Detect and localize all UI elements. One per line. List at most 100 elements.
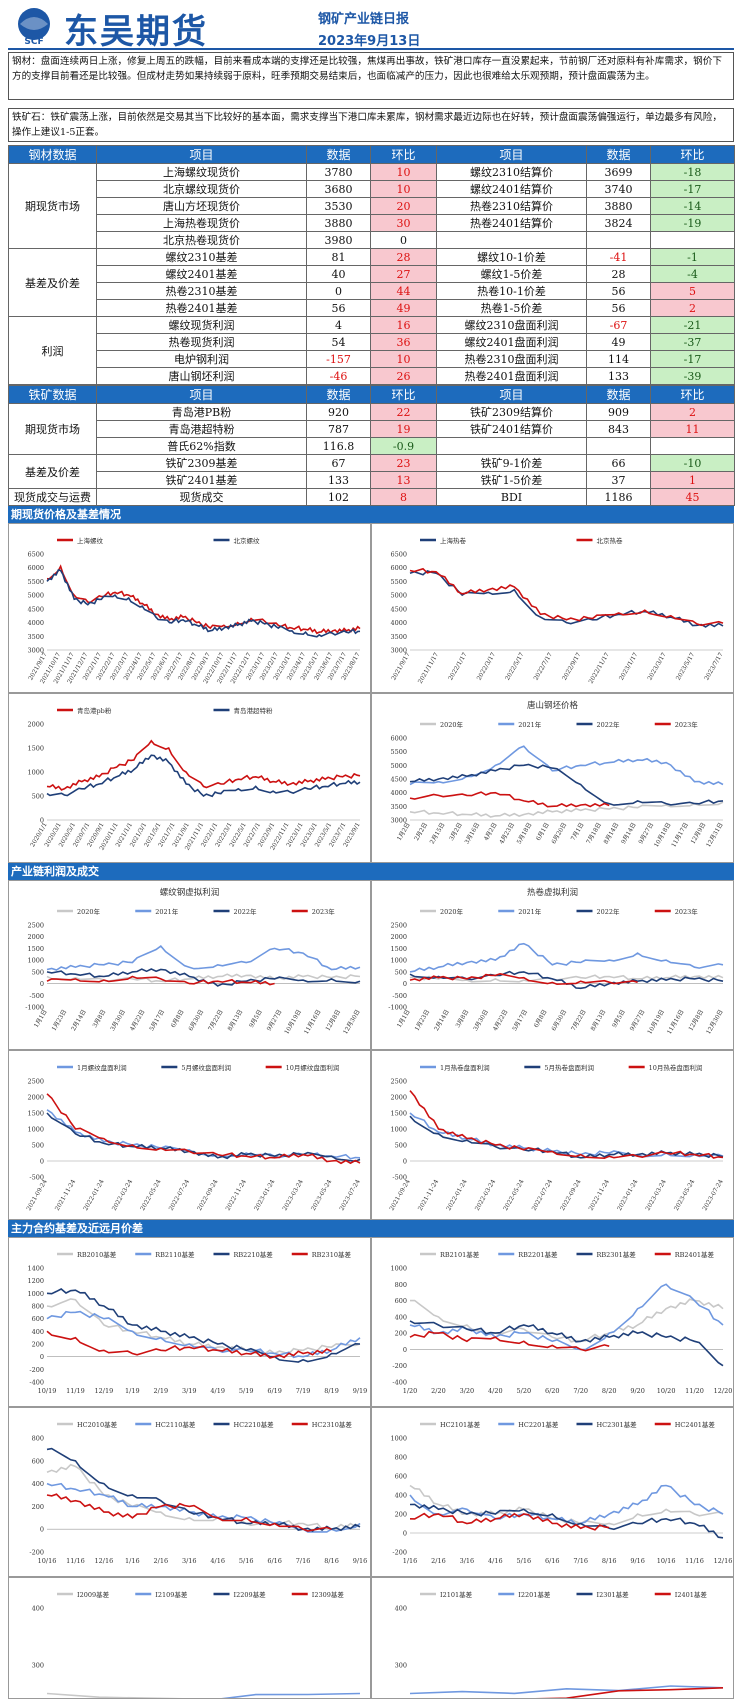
y-tick-label: 500	[32, 968, 44, 976]
x-tick-label: 2022-07-24	[531, 1178, 554, 1212]
table-cell: 28	[587, 266, 651, 283]
table-cell: -67	[587, 317, 651, 334]
series-line	[410, 944, 723, 972]
legend-label: 5月热卷盘面利润	[544, 1063, 594, 1072]
x-tick-label: 2022-09-24	[559, 1178, 582, 1212]
y-tick-label: 800	[395, 1454, 407, 1462]
y-tick-label: 400	[32, 1480, 44, 1488]
table-cell: 19	[371, 421, 437, 438]
x-tick-label: 7月22日	[207, 1009, 225, 1033]
x-tick-label: 4月2日	[483, 822, 499, 843]
x-tick-label: 6/16	[545, 1557, 560, 1565]
x-tick-label: 10月19日	[646, 1009, 666, 1036]
x-tick-label: 12/19	[95, 1387, 114, 1395]
x-tick-label: 2月14日	[70, 1009, 88, 1033]
table-cell: 10	[371, 164, 437, 181]
series-line	[410, 569, 723, 626]
series-line	[47, 1465, 360, 1530]
table-cell: 3880	[307, 215, 371, 232]
table-cell	[437, 438, 587, 455]
y-tick-label: 4000	[27, 619, 44, 627]
y-tick-label: 0	[403, 1346, 407, 1354]
y-tick-label: 0	[40, 1526, 44, 1534]
y-tick-label: 4500	[390, 776, 407, 784]
y-tick-label: 1000	[27, 957, 44, 965]
table-cell	[587, 232, 651, 249]
series-line	[410, 1321, 723, 1366]
legend-label: 2022年	[597, 907, 621, 916]
legend-label: 10月螺纹盘面利润	[286, 1063, 340, 1072]
y-tick-label: 500	[395, 1142, 407, 1150]
table-header: 数据	[307, 146, 371, 164]
x-tick-label: 11月16日	[666, 1009, 686, 1036]
x-tick-label: 2月15日	[429, 822, 447, 846]
legend-label: RB2010基差	[77, 1250, 117, 1259]
y-tick-label: 2000	[27, 1094, 44, 1102]
table-cell: 54	[307, 334, 371, 351]
x-tick-label: 2022-11-24	[225, 1178, 248, 1212]
y-tick-label: 4000	[390, 789, 407, 797]
legend-label: RB2210基差	[234, 1250, 274, 1259]
y-tick-label: 4500	[27, 605, 44, 613]
legend-label: 2021年	[155, 907, 179, 916]
table-cell: 114	[587, 351, 651, 368]
ore-summary: 铁矿石：铁矿震荡上涨，目前依然是交易其当下比较好的基本面，需求支撑当下港口库未累…	[8, 108, 734, 142]
x-tick-label: 10/16	[657, 1557, 676, 1565]
y-tick-label: 800	[32, 1303, 44, 1311]
y-tick-label: 800	[32, 1435, 44, 1443]
x-tick-label: 4月22日	[492, 1009, 510, 1033]
y-tick-label: 1000	[390, 1126, 407, 1134]
x-tick-label: 1/19	[125, 1387, 140, 1395]
table-cell: 27	[371, 266, 437, 283]
series-line	[410, 1116, 723, 1158]
x-tick-label: 11/16	[685, 1557, 704, 1565]
x-tick-label: 2月2日	[413, 822, 429, 843]
row-group-label: 基差及价差	[9, 455, 97, 489]
table-header: 数据	[587, 146, 651, 164]
x-tick-label: 3月8日	[455, 1009, 471, 1030]
x-tick-label: 2023-03-24	[644, 1178, 667, 1212]
table-cell: -0.9	[371, 438, 437, 455]
table-header: 项目	[437, 386, 587, 404]
y-tick-label: 1500	[390, 1110, 407, 1118]
table-cell: 唐山钢坯利润	[97, 368, 307, 385]
x-tick-label: 7/19	[296, 1387, 311, 1395]
table-cell: 螺纹现货利润	[97, 317, 307, 334]
y-tick-label: 6000	[27, 564, 44, 572]
table-cell: 10	[371, 181, 437, 198]
legend-label: 1月螺纹盘面利润	[77, 1063, 127, 1072]
table-cell: 铁矿2309结算价	[437, 404, 587, 421]
table-header: 数据	[587, 386, 651, 404]
x-tick-label: 6月30日	[550, 1009, 568, 1033]
y-tick-label: 3500	[390, 803, 407, 811]
table-cell: 铁矿2309基差	[97, 455, 307, 472]
y-tick-label: 1000	[27, 769, 44, 777]
x-tick-label: 7/20	[573, 1387, 588, 1395]
x-tick-label: 9/16	[353, 1557, 368, 1565]
table-cell: 3680	[307, 181, 371, 198]
table-cell: 热卷2310基差	[97, 283, 307, 300]
table-cell: 22	[371, 404, 437, 421]
y-tick-label: 6000	[390, 564, 407, 572]
legend-label: 2022年	[597, 720, 621, 729]
y-tick-label: 5500	[390, 578, 407, 586]
series-line	[47, 946, 360, 970]
x-tick-label: 5月18日	[516, 822, 534, 846]
x-tick-label: 2022/11/17	[588, 651, 611, 685]
y-tick-label: -200	[392, 1362, 407, 1370]
y-tick-label: -200	[29, 1549, 44, 1557]
table-cell: 11	[651, 421, 735, 438]
y-tick-label: 500	[32, 793, 44, 801]
table-cell: -21	[651, 317, 735, 334]
x-tick-label: 1/20	[403, 1387, 418, 1395]
table-cell: -18	[651, 164, 735, 181]
table-cell: 螺纹1-5价差	[437, 266, 587, 283]
